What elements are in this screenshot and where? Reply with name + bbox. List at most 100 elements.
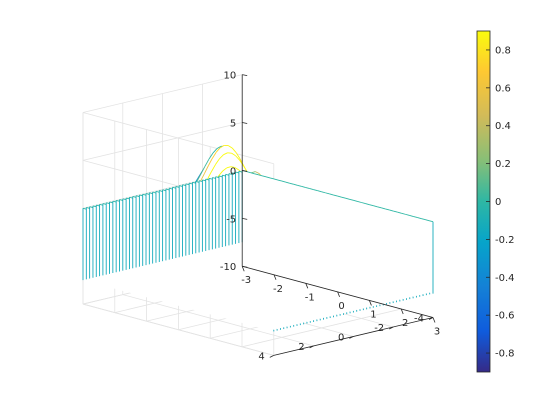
waterfall-segment <box>345 197 350 200</box>
colorbar-tick-label: -0.4 <box>495 273 515 284</box>
waterfall-segment <box>365 203 370 206</box>
waterfall-segment <box>230 166 235 168</box>
waterfall-segment <box>269 177 275 180</box>
waterfall-segment <box>305 187 310 190</box>
waterfall-fill <box>242 170 433 294</box>
waterfall-segment <box>254 173 259 176</box>
waterfall-segment <box>329 193 334 196</box>
z-tick-label: -5 <box>226 214 236 225</box>
waterfall-segment <box>257 174 263 177</box>
y-tick-label: -4 <box>414 314 424 325</box>
waterfall-segment <box>196 173 202 182</box>
waterfall-segment <box>212 148 218 154</box>
colorbar-tick-label: -0.6 <box>495 311 515 322</box>
waterfall-segment <box>208 152 214 160</box>
grid-line-y-floor <box>122 294 314 347</box>
waterfall-segment <box>393 210 398 213</box>
waterfall-segment <box>215 158 220 165</box>
waterfall-segment <box>239 159 244 166</box>
waterfall-segment <box>281 180 287 183</box>
waterfall-segment <box>235 152 241 160</box>
waterfall-segment <box>285 181 291 184</box>
waterfall-segment <box>207 171 212 180</box>
x-tick-mark <box>337 291 340 298</box>
waterfall-segment <box>377 206 382 209</box>
waterfall-segment <box>321 191 326 194</box>
waterfall-segment <box>219 154 224 159</box>
waterfall-segment <box>227 145 233 149</box>
waterfall-segment <box>261 175 267 178</box>
waterfall-segment <box>250 172 255 175</box>
waterfall-segment <box>333 194 338 197</box>
z-tick-label: 5 <box>230 119 236 130</box>
waterfall-segment <box>309 188 314 191</box>
colorbar-tick-label: -0.2 <box>495 235 515 246</box>
y-tick-mark <box>389 326 394 330</box>
x-tick-mark <box>241 266 245 272</box>
waterfall-segment <box>265 176 271 179</box>
y-tick-label: 2 <box>298 342 304 353</box>
waterfall-segment <box>273 178 279 181</box>
waterfall-segment <box>428 220 434 223</box>
waterfall-segment <box>361 202 366 205</box>
waterfall-segment <box>207 158 213 167</box>
waterfall-segment <box>317 190 322 193</box>
waterfall-segment <box>420 218 426 221</box>
waterfall-segment <box>313 189 318 192</box>
waterfall-segment <box>231 147 237 153</box>
waterfall-segment <box>223 152 228 156</box>
y-tick-mark <box>309 345 314 349</box>
waterfall-segment <box>234 167 239 171</box>
waterfall-segment <box>222 167 228 172</box>
waterfall-segment <box>289 182 294 185</box>
grid-line-z-back <box>82 303 274 356</box>
waterfall-segment <box>200 166 206 175</box>
x-tick-mark <box>369 300 372 306</box>
z-tick-mark <box>242 217 248 220</box>
waterfall-segment <box>341 196 346 199</box>
waterfall-segment <box>389 209 394 212</box>
waterfall-segment <box>337 195 342 198</box>
waterfall-segment <box>385 208 390 211</box>
waterfall-segment <box>211 164 216 172</box>
waterfall-segment <box>405 213 410 216</box>
colorbar-tick-label: 0.8 <box>495 45 511 56</box>
x-tick-mark <box>432 317 436 323</box>
waterfall-segment <box>357 200 362 203</box>
waterfall-segment <box>231 152 236 157</box>
x-tick-label: 1 <box>370 309 376 320</box>
waterfall-segment <box>373 205 378 208</box>
x-tick-label: -3 <box>241 275 251 286</box>
colorbar-tick-label: 0.2 <box>495 159 511 170</box>
colorbar-tick-label: 0.6 <box>495 83 511 94</box>
waterfall-segment <box>349 198 354 201</box>
y-tick-label: -2 <box>374 323 384 334</box>
y-tick-mark <box>349 336 354 339</box>
z-tick-mark <box>242 122 248 124</box>
waterfall-series <box>82 144 434 332</box>
waterfall-segment <box>199 173 205 182</box>
z-tick-mark <box>242 265 248 268</box>
y-tick-label: 0 <box>338 332 344 343</box>
z-tick-mark <box>242 170 248 172</box>
x-tick-label: -2 <box>273 284 283 295</box>
waterfall-segment <box>293 183 298 186</box>
waterfall-segment <box>203 165 209 174</box>
waterfall-segment <box>297 184 302 187</box>
waterfall-segment <box>211 151 217 159</box>
colorbar: 0.8 0.6 0.4 0.2 0 -0.2 -0.4 -0.6 -0.8 <box>476 30 515 373</box>
grid-line-z-left <box>82 74 243 113</box>
y-tick-mark <box>428 317 434 320</box>
waterfall-segment <box>277 179 283 182</box>
waterfall-segment <box>216 145 222 150</box>
waterfall-segment <box>409 214 414 217</box>
waterfall-segment <box>424 219 430 222</box>
x-tick-mark <box>273 274 277 280</box>
x-tick-label: 0 <box>338 301 344 312</box>
waterfall-segment <box>413 215 418 218</box>
y-tick-mark <box>269 355 274 358</box>
z-tick-label: -10 <box>220 262 236 273</box>
grid-line-z-left <box>82 122 243 161</box>
